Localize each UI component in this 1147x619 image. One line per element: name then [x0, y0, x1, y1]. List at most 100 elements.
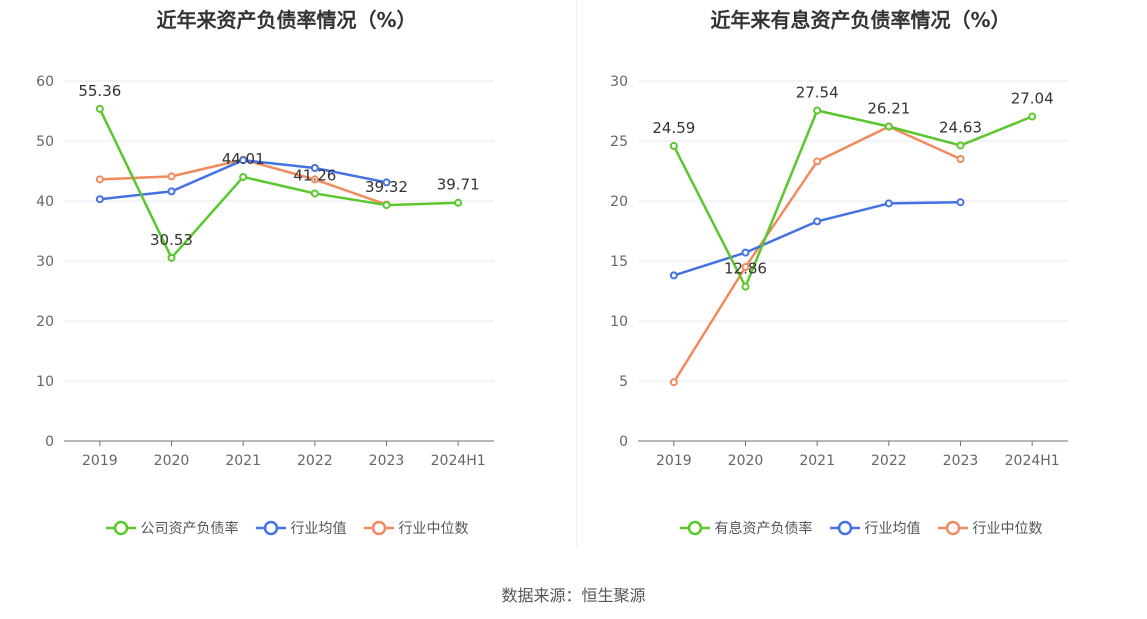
data-point	[310, 189, 319, 198]
data-point	[167, 187, 176, 196]
legend-swatch	[363, 520, 394, 536]
data-label: 39.71	[437, 176, 480, 194]
y-tick-label: 30	[36, 254, 54, 270]
data-point	[741, 282, 750, 291]
data-point	[669, 378, 678, 387]
data-point	[741, 248, 750, 257]
legend-item[interactable]: 有息资产负债率	[679, 518, 813, 538]
divider	[576, 0, 577, 548]
data-label: 30.53	[150, 231, 193, 249]
legend-swatch	[105, 520, 136, 536]
data-point	[239, 172, 248, 181]
x-tick-label: 2023	[369, 453, 405, 469]
data-point	[956, 141, 965, 150]
data-point	[167, 253, 176, 262]
y-tick-label: 60	[36, 74, 54, 90]
series-line	[672, 109, 1033, 288]
data-label: 27.54	[796, 84, 839, 102]
y-tick-label: 0	[45, 434, 54, 450]
x-tick-label: 2024H1	[431, 453, 486, 469]
data-label: 41.26	[293, 166, 336, 184]
source-note: 数据来源：恒生聚源	[501, 586, 646, 605]
legend-marker	[945, 520, 960, 536]
legend-label: 行业均值	[290, 521, 347, 537]
legend-label: 行业中位数	[398, 521, 469, 537]
legend-marker	[837, 520, 852, 536]
series-line	[98, 108, 459, 260]
data-point	[884, 199, 893, 208]
data-label: 26.21	[867, 99, 910, 117]
legend-label: 有息资产负债率	[714, 521, 813, 537]
legend-item[interactable]: 行业均值	[255, 518, 347, 538]
legend-label: 行业均值	[864, 521, 921, 537]
legend-label: 公司资产负债率	[140, 521, 239, 537]
y-tick-label: 10	[610, 314, 628, 330]
x-tick-label: 2019	[82, 453, 118, 469]
x-tick-label: 2019	[656, 453, 692, 469]
data-point	[884, 122, 893, 131]
data-point	[310, 175, 319, 184]
chart-left: 近年来资产负债率情况（%） 0 10 20 30 40 50 60 2019 2020 2021 2…	[0, 0, 573, 560]
y-tick-label: 10	[36, 374, 54, 390]
y-tick-label: 25	[610, 134, 628, 150]
legend-item[interactable]: 行业均值	[829, 518, 921, 538]
data-point	[310, 164, 319, 172]
data-point	[741, 263, 750, 271]
x-tick-label: 2022	[297, 453, 333, 469]
legend: 有息资产负债率 行业均值 行业中位数	[574, 518, 1147, 538]
x-tick-label: 2021	[799, 453, 835, 469]
data-label: 12.86	[724, 260, 767, 278]
chart-title: 近年来有息资产负债率情况（%）	[710, 8, 1011, 32]
data-point	[813, 217, 822, 226]
legend-swatch	[937, 520, 968, 536]
legend-item[interactable]: 行业中位数	[937, 518, 1043, 538]
data-label: 27.04	[1011, 90, 1054, 108]
series-line	[673, 200, 961, 277]
data-point	[956, 155, 965, 163]
y-tick-label: 5	[619, 374, 628, 390]
legend-item[interactable]: 公司资产负债率	[105, 518, 239, 538]
x-tick-label: 2020	[728, 453, 764, 469]
y-tick-label: 20	[36, 314, 54, 330]
data-point	[382, 178, 391, 187]
data-point	[813, 106, 822, 115]
data-point	[95, 195, 104, 204]
y-tick-label: 50	[36, 134, 54, 150]
data-label: 39.32	[365, 178, 408, 196]
legend-item[interactable]: 行业中位数	[363, 518, 469, 538]
y-tick-label: 0	[619, 434, 628, 450]
chart-title: 近年来资产负债率情况（%）	[156, 8, 417, 32]
legend-marker	[263, 520, 278, 536]
data-point	[669, 141, 678, 150]
legend: 公司资产负债率 行业均值 行业中位数	[0, 518, 573, 538]
plot-area: 0 10 20 30 40 50 60 2019 2020 2021 2022 2023 2024H1 5…	[36, 74, 494, 469]
legend-marker	[113, 520, 128, 536]
legend-marker	[687, 520, 702, 536]
y-tick-label: 40	[36, 194, 54, 210]
data-point	[167, 172, 176, 181]
data-label: 44.01	[222, 150, 265, 168]
data-label: 24.63	[939, 118, 982, 136]
data-point	[382, 201, 391, 210]
data-point	[956, 198, 965, 207]
data-point	[1028, 112, 1037, 121]
y-tick-label: 30	[610, 74, 628, 90]
y-tick-label: 20	[610, 194, 628, 210]
x-tick-label: 2022	[871, 453, 907, 469]
data-point	[95, 104, 104, 113]
plot-area: 0 5 10 15 20 25 30 2019 2020 2021 2022 2023 2024H1 24…	[610, 74, 1068, 469]
legend-swatch	[829, 520, 860, 536]
data-point	[454, 198, 463, 207]
chart-right: 近年来有息资产负债率情况（%） 0 5 10 15 20 25 30 2019 2020 2021…	[574, 0, 1147, 560]
x-tick-label: 2024H1	[1005, 453, 1060, 469]
data-point	[95, 175, 104, 184]
x-tick-label: 2021	[225, 453, 261, 469]
data-label: 24.59	[652, 119, 695, 137]
legend-swatch	[679, 520, 710, 536]
y-tick-label: 15	[610, 254, 628, 270]
legend-label: 行业中位数	[972, 521, 1043, 537]
data-point	[813, 157, 822, 166]
x-tick-label: 2020	[154, 453, 190, 469]
data-point	[239, 156, 248, 165]
data-label: 55.36	[78, 82, 121, 100]
